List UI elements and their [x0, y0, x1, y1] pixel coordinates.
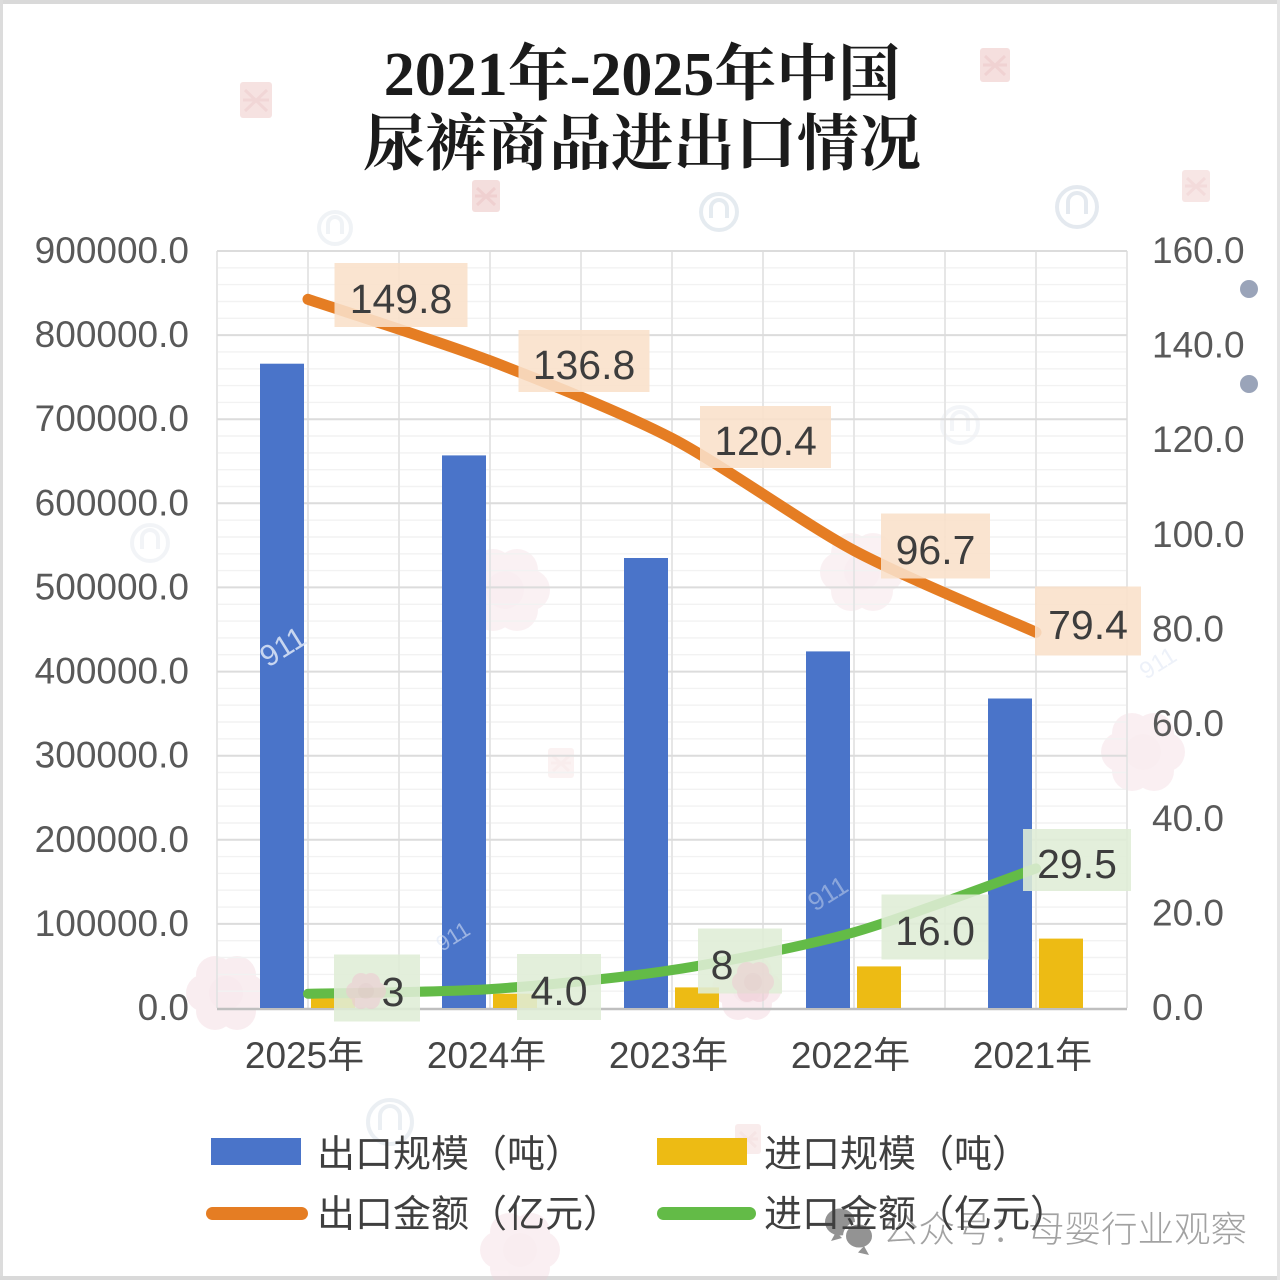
svg-text:160.0: 160.0 — [1152, 230, 1245, 271]
svg-text:60.0: 60.0 — [1152, 703, 1224, 744]
svg-text:3: 3 — [382, 969, 405, 1015]
svg-text:4.0: 4.0 — [531, 968, 588, 1014]
svg-text:8: 8 — [711, 942, 734, 988]
svg-text:149.8: 149.8 — [350, 276, 453, 322]
svg-text:140.0: 140.0 — [1152, 325, 1245, 366]
svg-text:29.5: 29.5 — [1037, 841, 1117, 887]
svg-text:600000.0: 600000.0 — [35, 482, 189, 523]
svg-text:136.8: 136.8 — [533, 342, 636, 388]
svg-text:120.4: 120.4 — [714, 418, 817, 464]
svg-text:2022: 2022 — [791, 1035, 873, 1076]
svg-text:400000.0: 400000.0 — [35, 651, 189, 692]
svg-text:100000.0: 100000.0 — [35, 903, 189, 944]
svg-text:20.0: 20.0 — [1152, 892, 1224, 933]
svg-text:2025: 2025 — [245, 1035, 327, 1076]
svg-text:40.0: 40.0 — [1152, 798, 1224, 839]
svg-text:500000.0: 500000.0 — [35, 566, 189, 607]
svg-text:700000.0: 700000.0 — [35, 398, 189, 439]
svg-text:120.0: 120.0 — [1152, 419, 1245, 460]
svg-text:96.7: 96.7 — [896, 527, 976, 573]
svg-text:100.0: 100.0 — [1152, 514, 1245, 555]
svg-text:2023: 2023 — [609, 1035, 691, 1076]
svg-text:2021: 2021 — [973, 1035, 1055, 1076]
svg-text:0.0: 0.0 — [138, 987, 189, 1028]
svg-text:16.0: 16.0 — [895, 908, 975, 954]
svg-text:900000.0: 900000.0 — [35, 230, 189, 271]
svg-text:200000.0: 200000.0 — [35, 819, 189, 860]
svg-text:800000.0: 800000.0 — [35, 314, 189, 355]
svg-text:79.4: 79.4 — [1048, 602, 1128, 648]
svg-text:2024: 2024 — [427, 1035, 509, 1076]
svg-text:2021: 2021 — [384, 41, 508, 109]
svg-text:300000.0: 300000.0 — [35, 735, 189, 776]
svg-text:80.0: 80.0 — [1152, 609, 1224, 650]
svg-text:-2025: -2025 — [570, 41, 715, 109]
svg-text:0.0: 0.0 — [1152, 987, 1203, 1028]
